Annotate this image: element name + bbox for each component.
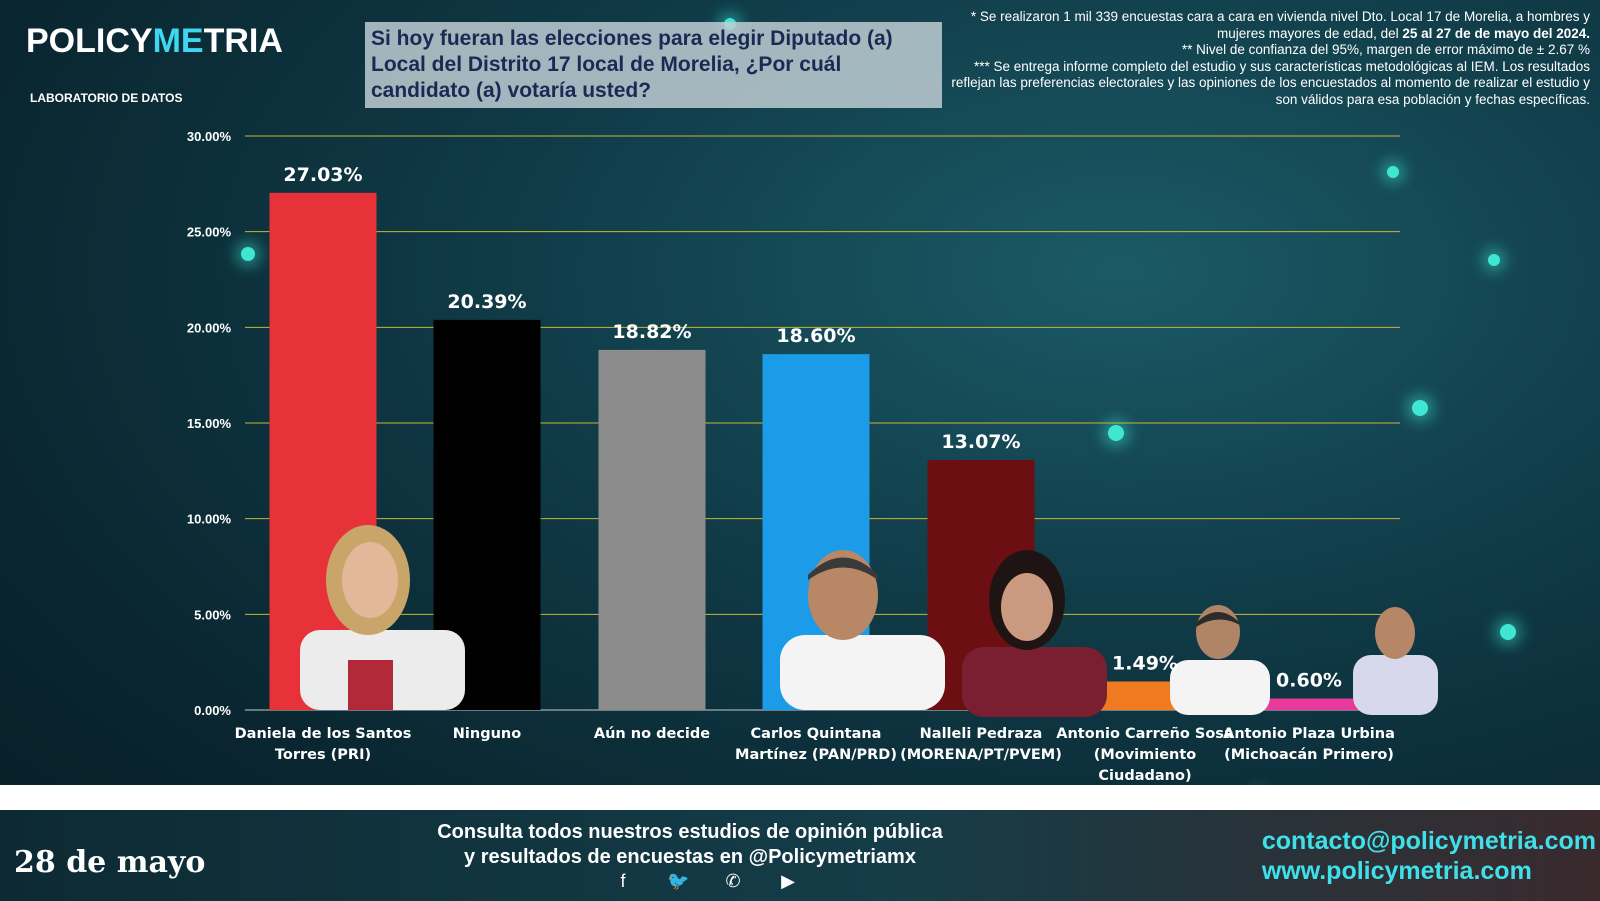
brand-name-part: POLICY [26, 22, 153, 60]
data-label: 18.60% [776, 325, 855, 347]
x-category-label: (Movimiento [1094, 747, 1197, 763]
publication-date: 28 de mayo [14, 845, 206, 880]
bar [598, 349, 706, 710]
call-to-action: Consulta todos nuestros estudios de opin… [430, 820, 950, 870]
methodology-notes: * Se realizaron 1 mil 339 encuestas cara… [950, 9, 1590, 108]
decorative-dot [1500, 624, 1516, 640]
brand-name-accent: ME [152, 22, 204, 60]
label-layer: 0.00% 5.00% 10.00% 15.00% 20.00% 25.00% 30.00%… [187, 129, 1395, 784]
x-category-label: Carlos Quintana [751, 726, 882, 742]
cta-line-2: y resultados de encuestas en @Policymetr… [464, 846, 916, 868]
decorative-dot [1488, 254, 1500, 266]
candidate-photo [300, 525, 465, 710]
note-line-2: ** Nivel de confianza del 95%, margen de… [1181, 42, 1590, 57]
bar-chart: 0.00% 5.00% 10.00% 15.00% 20.00% 25.00% 30.00%… [187, 129, 1438, 784]
cta-line-1: Consulta todos nuestros estudios de opin… [437, 821, 943, 843]
brand-name-part: TRIA [203, 22, 283, 60]
data-label: 13.07% [941, 431, 1020, 453]
footer [0, 810, 1600, 901]
x-category-label: Daniela de los Santos [235, 726, 412, 742]
data-label: 18.82% [612, 321, 691, 343]
brand-logo: POLICYMETRIA [26, 22, 283, 61]
youtube-icon[interactable]: ▶ [781, 871, 795, 891]
whatsapp-icon[interactable]: ✆ [725, 871, 741, 891]
survey-question: Si hoy fueran las elecciones para elegir… [365, 22, 942, 108]
note-dates: 25 al 27 de de mayo del 2024. [1402, 25, 1590, 41]
candidate-photos [300, 525, 1438, 717]
y-tick-label: 5.00% [194, 607, 231, 622]
y-tick-label: 0.00% [194, 703, 231, 718]
footer-band [0, 785, 1600, 810]
decorative-dot [1412, 400, 1428, 416]
bar [1255, 698, 1363, 710]
social-links: f 🐦 ✆ ▶ [612, 870, 799, 892]
x-category-label: (MORENA/PT/PVEM) [900, 747, 1062, 763]
candidate-photo [1170, 605, 1270, 715]
x-category-label: Antonio Carreño Sosa [1056, 726, 1233, 742]
facebook-icon[interactable]: f [620, 871, 626, 891]
x-category-label: Martínez (PAN/PRD) [735, 747, 897, 763]
candidate-photo [780, 550, 945, 710]
x-category-label: Aún no decide [594, 726, 710, 742]
y-tick-label: 30.00% [187, 129, 232, 144]
candidate-photo [1353, 607, 1438, 715]
decorative-dot [1108, 425, 1124, 441]
y-tick-label: 10.00% [187, 512, 232, 527]
data-label: 27.03% [283, 164, 362, 186]
decorative-dot [241, 247, 255, 261]
note-line-1: * Se realizaron 1 mil 339 encuestas cara… [970, 9, 1590, 41]
x-category-label: Ninguno [453, 726, 521, 742]
data-label: 0.60% [1276, 670, 1342, 692]
contact-email[interactable]: contacto@policymetria.com [1261, 827, 1596, 855]
x-category-label: (Michoacán Primero) [1224, 747, 1394, 763]
candidate-photo [962, 550, 1107, 717]
brand-subtitle: LABORATORIO DE DATOS [30, 91, 183, 105]
decorative-dot [1387, 166, 1399, 178]
y-tick-label: 15.00% [187, 416, 232, 431]
contact-website[interactable]: www.policymetria.com [1261, 857, 1532, 885]
contact-info: contacto@policymetria.com www.policymetr… [1262, 826, 1596, 886]
twitter-icon[interactable]: 🐦 [667, 871, 690, 891]
x-category-label: Ciudadano) [1098, 768, 1191, 784]
x-category-label: Torres (PRI) [275, 747, 371, 763]
y-tick-label: 20.00% [187, 320, 232, 335]
x-category-label: Antonio Plaza Urbina [1223, 726, 1395, 742]
data-label: 1.49% [1112, 652, 1178, 674]
data-label: 20.39% [447, 291, 526, 313]
note-line-3: *** Se entrega informe completo del estu… [951, 58, 1590, 107]
y-tick-label: 25.00% [187, 225, 232, 240]
x-category-label: Nalleli Pedraza [920, 726, 1043, 742]
